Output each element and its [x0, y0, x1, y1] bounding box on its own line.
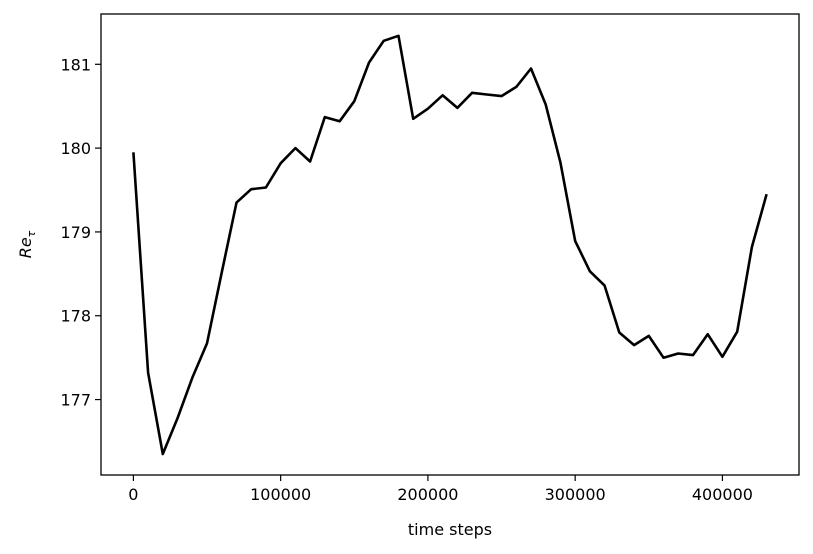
y-axis-label-base: Re [16, 237, 35, 258]
y-axis-label-subscript: τ [25, 230, 38, 237]
x-tick-label: 200000 [397, 485, 458, 504]
y-axis: 177 178 179 180 181 [60, 55, 101, 410]
x-tick-label: 300000 [545, 485, 606, 504]
y-tick-label: 179 [60, 223, 91, 242]
y-tick-label: 178 [60, 307, 91, 326]
x-tick-label: 0 [128, 485, 138, 504]
y-axis-label: Reτ [16, 230, 38, 258]
plot-area [100, 13, 800, 476]
y-tick-label: 180 [60, 139, 91, 158]
y-tick-label: 181 [60, 55, 91, 74]
series-line [132, 34, 768, 456]
x-tick-label: 100000 [250, 485, 311, 504]
plot-border [100, 13, 800, 476]
x-axis-label: time steps [408, 520, 492, 539]
x-tick-label: 400000 [692, 485, 753, 504]
y-tick-label: 177 [60, 391, 91, 410]
x-axis: 0 100000 200000 300000 400000 [128, 475, 753, 504]
